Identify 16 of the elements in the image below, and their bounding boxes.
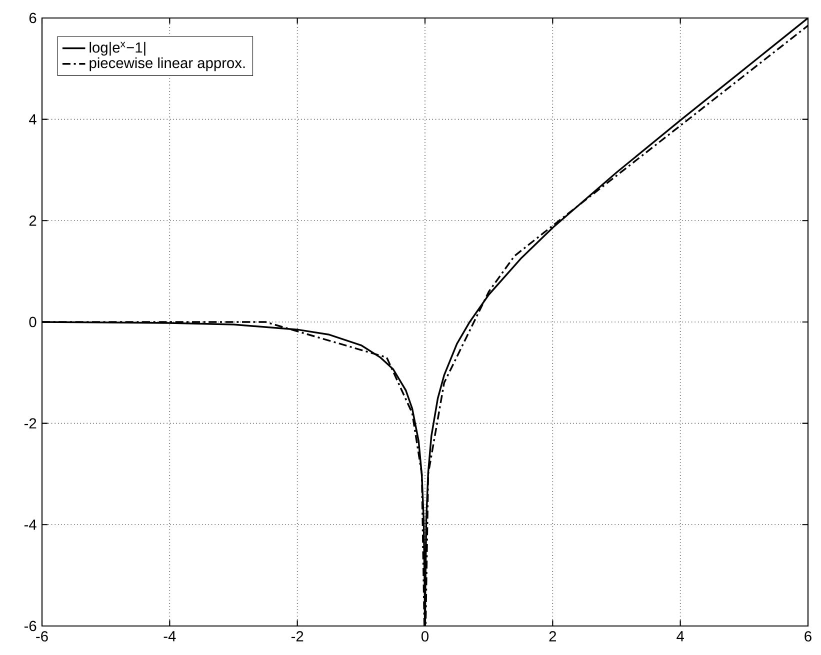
x-tick-label: -6: [36, 631, 48, 642]
y-tick-label: 2: [29, 216, 36, 226]
y-tick-label: 4: [29, 114, 36, 124]
legend-label: piecewise linear approx.: [90, 57, 245, 72]
x-tick-label: 0: [421, 631, 428, 642]
x-tick-label: 4: [676, 631, 684, 642]
y-tick-label: -6: [24, 620, 36, 632]
y-tick-label: 6: [29, 12, 36, 24]
y-tick-label: -4: [24, 520, 36, 530]
x-tick-label: -4: [164, 631, 176, 642]
x-tick-label: 6: [804, 631, 812, 642]
x-tick-label: 2: [549, 631, 556, 642]
y-tick-label: -2: [24, 418, 36, 428]
y-tick-label: 0: [29, 316, 36, 328]
x-tick-label: -2: [291, 631, 304, 642]
legend-label: log|e$^{x}$−1|: [90, 42, 146, 56]
